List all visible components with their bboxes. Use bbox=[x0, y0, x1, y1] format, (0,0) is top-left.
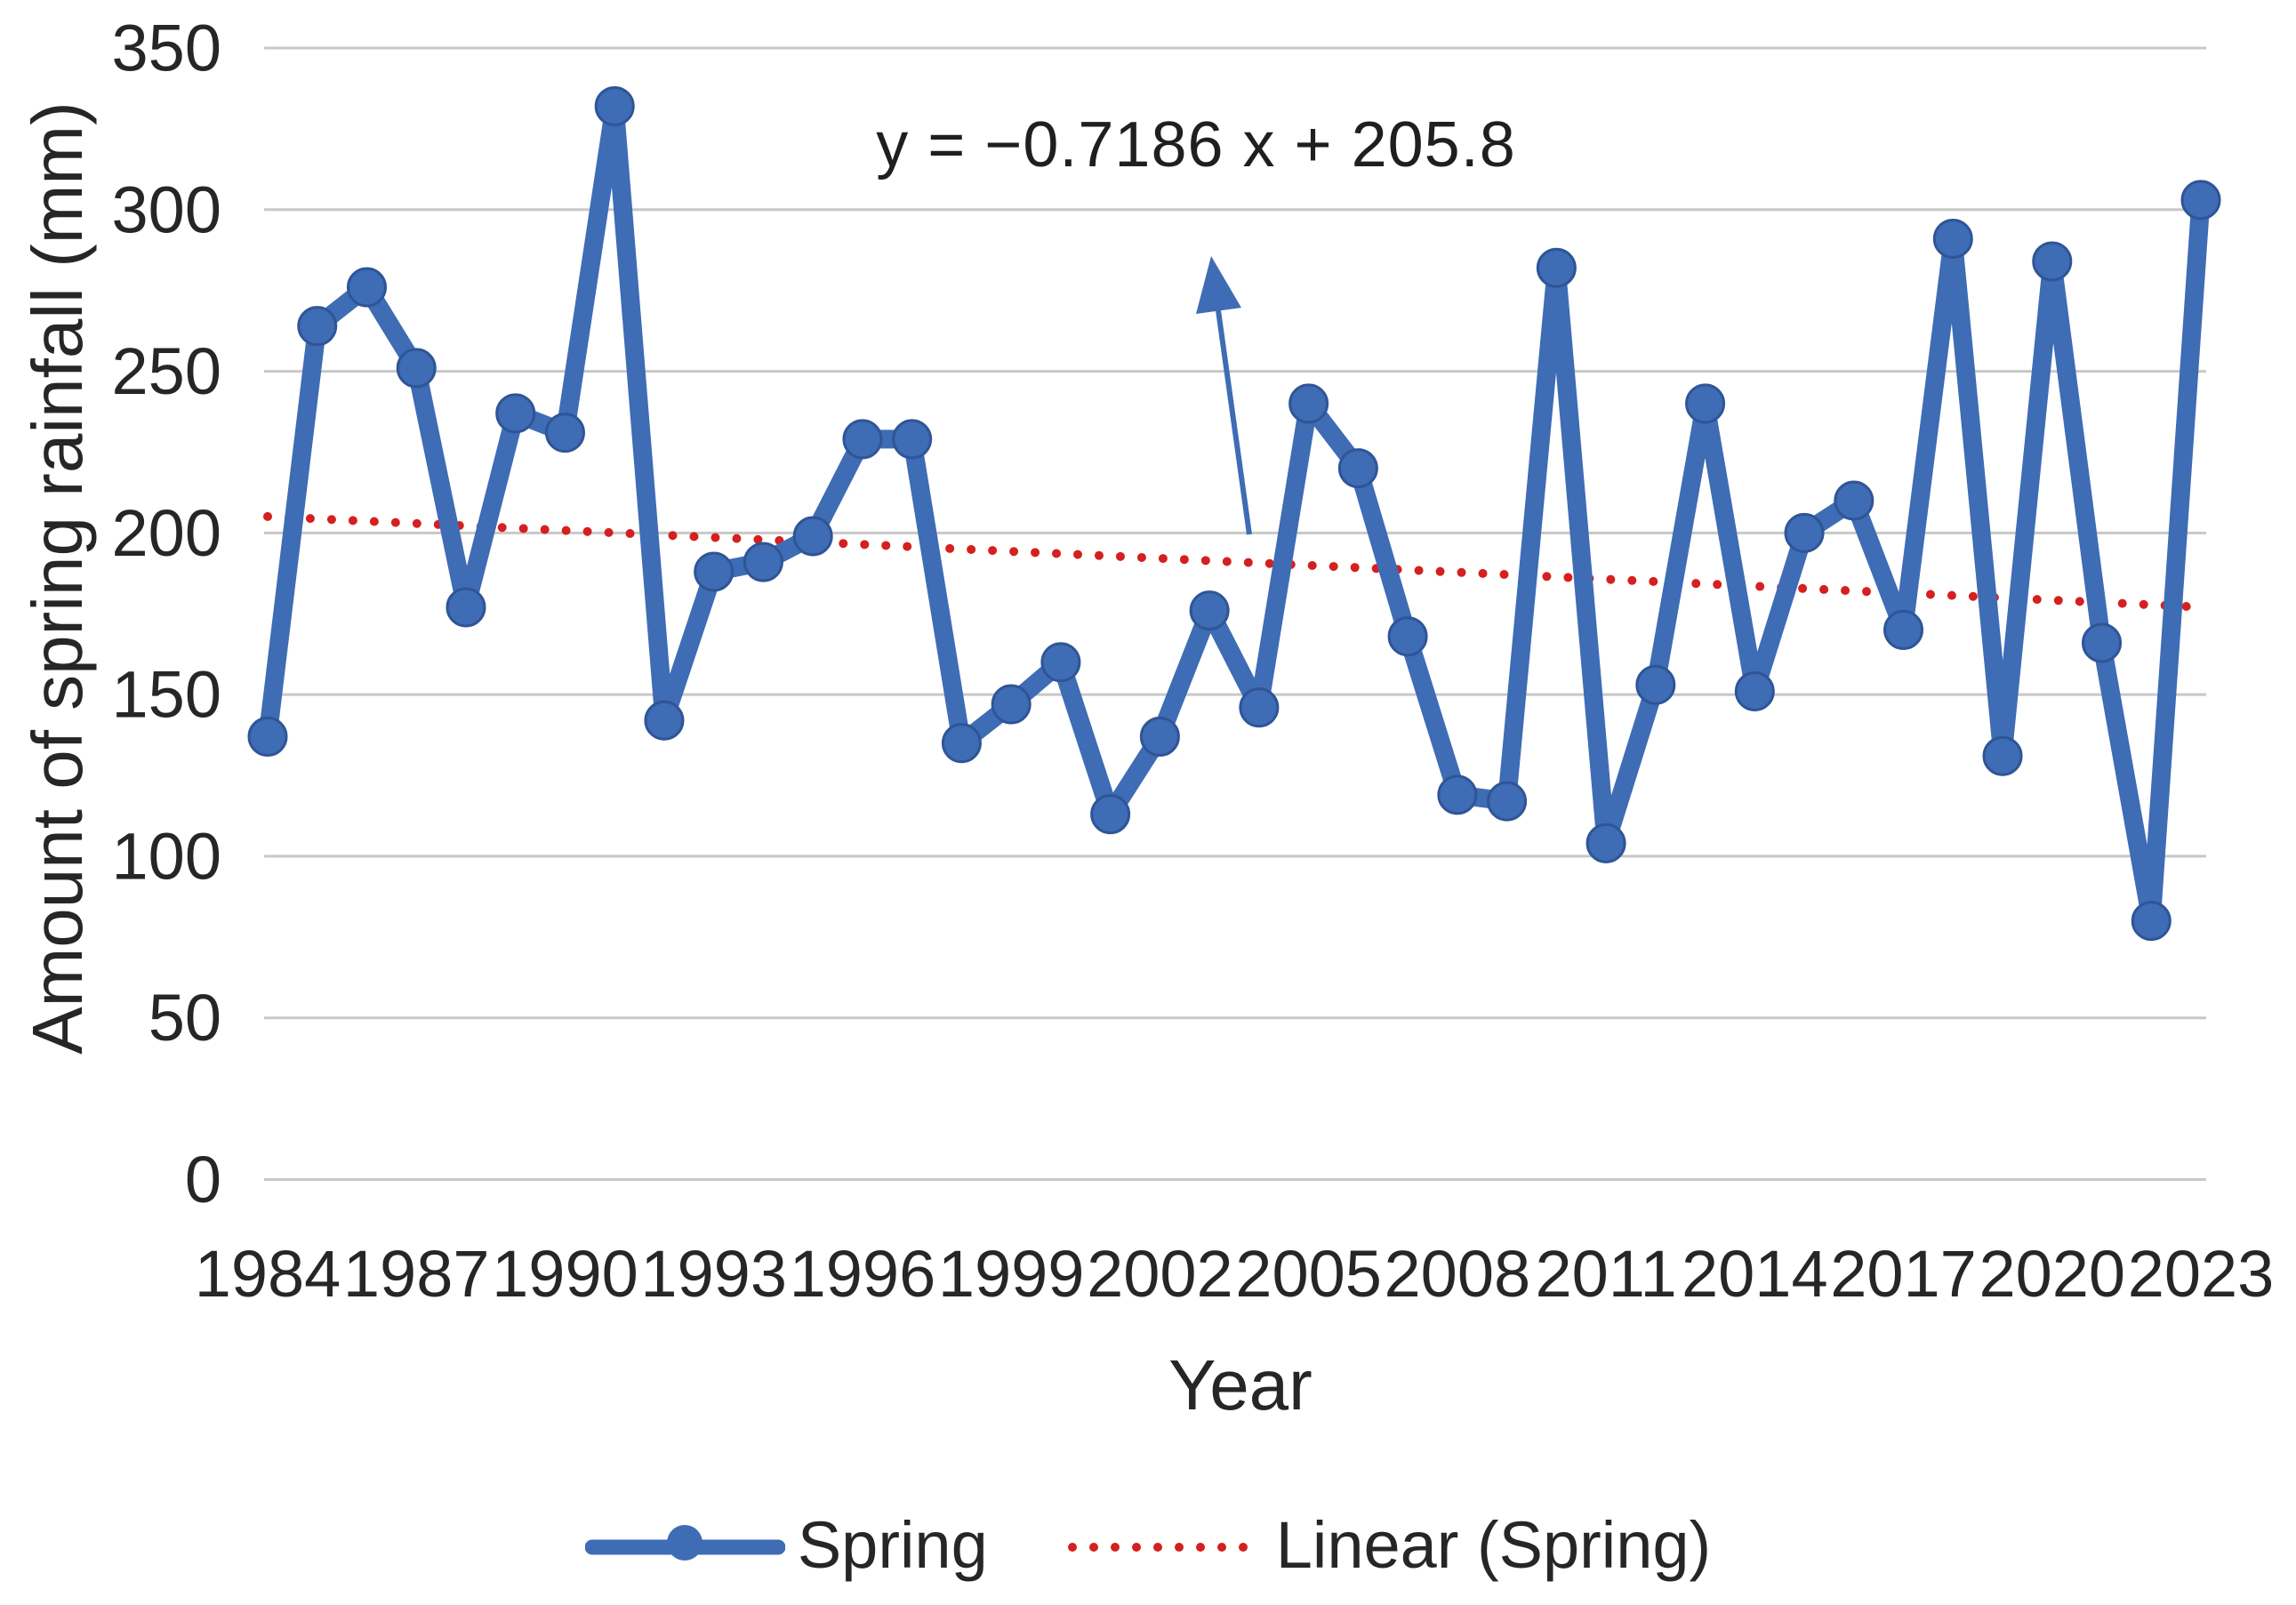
data-point-2022 bbox=[2131, 901, 2172, 942]
data-point-2019 bbox=[1982, 735, 2023, 776]
data-point-1999 bbox=[991, 684, 1032, 725]
data-point-2000 bbox=[1040, 642, 1081, 683]
data-point-2013 bbox=[1685, 383, 1726, 424]
data-point-2015 bbox=[1784, 512, 1825, 553]
x-tick-label-2005: 2005 bbox=[1235, 1237, 1382, 1311]
x-tick-label-1999: 1999 bbox=[938, 1237, 1085, 1311]
legend-label-spring: Spring bbox=[797, 1508, 988, 1582]
data-point-2021 bbox=[2082, 622, 2123, 663]
data-point-1987 bbox=[396, 348, 437, 389]
data-point-2017 bbox=[1883, 609, 1924, 650]
data-point-1990 bbox=[544, 413, 585, 453]
data-point-1992 bbox=[644, 700, 685, 741]
legend: Spring Linear (Spring) bbox=[0, 1507, 2296, 1583]
y-tick-label-50: 50 bbox=[149, 981, 221, 1055]
legend-label-linear: Linear (Spring) bbox=[1275, 1508, 1712, 1582]
y-tick-label-300: 300 bbox=[112, 173, 221, 246]
x-tick-label-1993: 1993 bbox=[640, 1237, 787, 1311]
y-axis-title: Amount of spring rainfall (mm) bbox=[18, 101, 97, 1055]
data-point-2003 bbox=[1189, 590, 1230, 631]
data-point-2023 bbox=[2180, 180, 2221, 221]
x-axis-title: Year bbox=[1168, 1345, 1313, 1424]
data-point-1988 bbox=[446, 587, 486, 628]
data-point-2014 bbox=[1734, 671, 1775, 712]
trendline bbox=[263, 511, 2205, 612]
linear-trend-swatch-icon bbox=[1067, 1542, 1261, 1552]
data-point-2009 bbox=[1487, 781, 1528, 822]
x-tick-label-1996: 1996 bbox=[790, 1237, 936, 1311]
x-tick-label-2017: 2017 bbox=[1830, 1237, 1977, 1311]
data-point-2006 bbox=[1337, 448, 1378, 489]
y-tick-label-100: 100 bbox=[112, 819, 221, 893]
data-point-1996 bbox=[842, 419, 883, 460]
y-tick-label-350: 350 bbox=[112, 12, 221, 85]
x-tick-label-2020: 2020 bbox=[1979, 1237, 2125, 1311]
data-point-2001 bbox=[1090, 794, 1131, 835]
y-tick-label-200: 200 bbox=[112, 496, 221, 570]
data-point-1993 bbox=[694, 551, 735, 592]
data-point-1997 bbox=[892, 419, 933, 460]
data-point-2012 bbox=[1635, 664, 1676, 705]
x-tick-label-2008: 2008 bbox=[1385, 1237, 1531, 1311]
x-tick-label-1984: 1984 bbox=[195, 1237, 341, 1311]
annotation-arrow-head-icon bbox=[1196, 256, 1241, 314]
data-point-2018 bbox=[1932, 219, 1973, 260]
data-point-2011 bbox=[1586, 823, 1626, 863]
spring-series-swatch-icon bbox=[584, 1524, 785, 1561]
y-tick-label-150: 150 bbox=[112, 658, 221, 732]
data-point-1995 bbox=[792, 516, 833, 557]
annotation-arrow-shaft bbox=[1216, 309, 1252, 535]
data-point-1998 bbox=[941, 723, 982, 764]
x-tick-label-1990: 1990 bbox=[492, 1237, 638, 1311]
data-point-1989 bbox=[495, 393, 536, 434]
y-tick-label-0: 0 bbox=[185, 1143, 221, 1216]
data-point-2004 bbox=[1239, 687, 1280, 728]
data-point-2008 bbox=[1437, 774, 1478, 815]
spring-series-line bbox=[258, 96, 2211, 931]
data-point-2007 bbox=[1387, 616, 1428, 657]
x-tick-label-2014: 2014 bbox=[1682, 1237, 1828, 1311]
data-point-1991 bbox=[594, 85, 635, 126]
trendline-equation-label: y = −0.7186 x + 205.8 bbox=[876, 109, 1516, 181]
data-point-1986 bbox=[346, 267, 387, 308]
data-point-2005 bbox=[1288, 383, 1329, 424]
x-tick-label-2002: 2002 bbox=[1087, 1237, 1233, 1311]
legend-item-spring: Spring bbox=[584, 1507, 988, 1583]
x-tick-label-1987: 1987 bbox=[343, 1237, 490, 1311]
data-point-2016 bbox=[1834, 480, 1875, 521]
x-tick-label-2023: 2023 bbox=[2128, 1237, 2275, 1311]
y-tick-label-250: 250 bbox=[112, 334, 221, 408]
data-point-2010 bbox=[1536, 247, 1577, 288]
legend-item-linear: Linear (Spring) bbox=[1064, 1507, 1711, 1583]
data-point-1984 bbox=[247, 716, 288, 757]
x-tick-label-2011: 2011 bbox=[1536, 1237, 1677, 1311]
data-point-2020 bbox=[2032, 241, 2073, 282]
data-point-2002 bbox=[1139, 716, 1180, 757]
data-point-1985 bbox=[297, 306, 338, 347]
data-point-1994 bbox=[743, 542, 783, 582]
